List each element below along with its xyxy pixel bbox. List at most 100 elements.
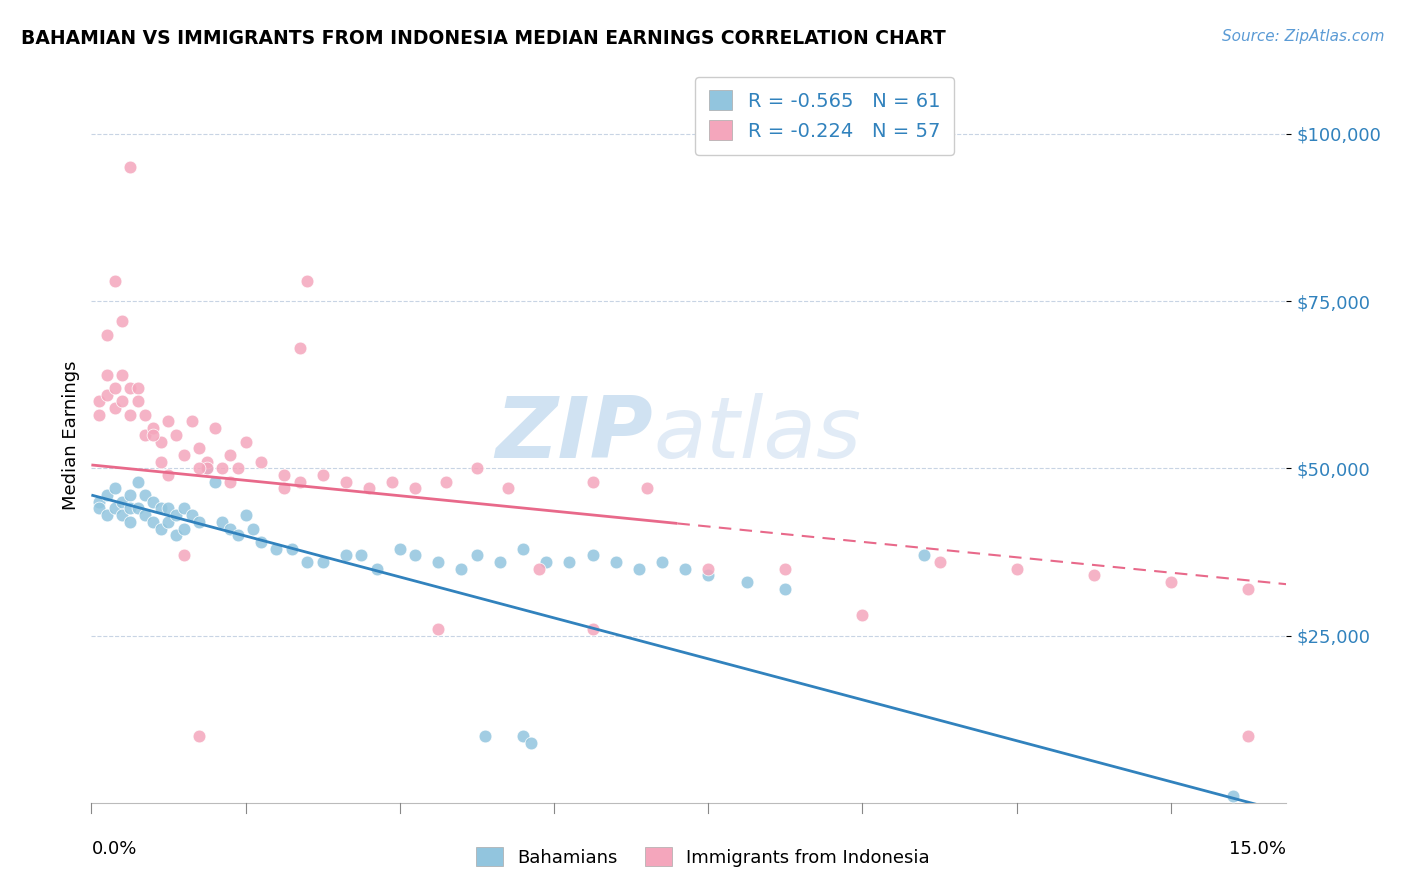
Point bbox=[288, 475, 311, 489]
Point bbox=[204, 475, 226, 489]
Point bbox=[912, 548, 935, 563]
Point bbox=[273, 467, 295, 482]
Point bbox=[312, 555, 335, 569]
Point bbox=[118, 488, 141, 502]
Point bbox=[465, 461, 488, 475]
Legend: R = -0.565   N = 61, R = -0.224   N = 57: R = -0.565 N = 61, R = -0.224 N = 57 bbox=[696, 77, 955, 154]
Point bbox=[103, 501, 125, 516]
Point bbox=[165, 528, 187, 542]
Point bbox=[235, 434, 257, 449]
Point bbox=[489, 555, 512, 569]
Point bbox=[118, 161, 141, 175]
Point bbox=[118, 408, 141, 422]
Point bbox=[127, 394, 149, 409]
Text: 15.0%: 15.0% bbox=[1229, 839, 1286, 857]
Point bbox=[96, 327, 118, 342]
Point bbox=[142, 494, 165, 508]
Point bbox=[103, 274, 125, 288]
Point bbox=[127, 381, 149, 395]
Point bbox=[465, 548, 488, 563]
Point bbox=[165, 508, 187, 523]
Text: atlas: atlas bbox=[652, 393, 860, 476]
Point bbox=[204, 421, 226, 435]
Point bbox=[180, 414, 202, 428]
Point bbox=[335, 548, 357, 563]
Point bbox=[149, 501, 172, 516]
Point bbox=[297, 555, 319, 569]
Point bbox=[235, 508, 257, 523]
Point bbox=[427, 622, 450, 636]
Point bbox=[735, 575, 758, 590]
Point bbox=[134, 427, 156, 442]
Point bbox=[335, 475, 357, 489]
Point bbox=[775, 562, 797, 576]
Point bbox=[173, 548, 195, 563]
Point bbox=[581, 622, 603, 636]
Point bbox=[103, 401, 125, 416]
Y-axis label: Median Earnings: Median Earnings bbox=[62, 360, 80, 509]
Point bbox=[87, 501, 110, 516]
Point bbox=[250, 454, 273, 469]
Point bbox=[195, 461, 218, 475]
Point bbox=[434, 475, 457, 489]
Point bbox=[1160, 575, 1182, 590]
Point bbox=[111, 368, 134, 382]
Point bbox=[450, 562, 472, 576]
Point bbox=[134, 408, 156, 422]
Point bbox=[381, 475, 404, 489]
Point bbox=[636, 482, 658, 496]
Text: Source: ZipAtlas.com: Source: ZipAtlas.com bbox=[1222, 29, 1385, 44]
Point bbox=[427, 555, 450, 569]
Point bbox=[134, 488, 156, 502]
Point bbox=[134, 508, 156, 523]
Point bbox=[527, 562, 550, 576]
Point bbox=[226, 461, 249, 475]
Point bbox=[312, 467, 335, 482]
Point bbox=[1237, 582, 1260, 596]
Point bbox=[157, 414, 180, 428]
Point bbox=[173, 448, 195, 462]
Point bbox=[111, 394, 134, 409]
Point bbox=[188, 729, 211, 743]
Point bbox=[512, 541, 534, 556]
Point bbox=[157, 467, 180, 482]
Point bbox=[87, 408, 110, 422]
Point bbox=[142, 421, 165, 435]
Point bbox=[404, 482, 426, 496]
Point bbox=[142, 427, 165, 442]
Point bbox=[697, 562, 720, 576]
Point bbox=[651, 555, 673, 569]
Point bbox=[103, 381, 125, 395]
Point bbox=[118, 515, 141, 529]
Point bbox=[350, 548, 373, 563]
Point bbox=[366, 562, 388, 576]
Point bbox=[673, 562, 696, 576]
Point bbox=[118, 501, 141, 516]
Point bbox=[173, 521, 195, 535]
Point bbox=[1237, 729, 1260, 743]
Point bbox=[558, 555, 581, 569]
Point bbox=[226, 528, 249, 542]
Point bbox=[219, 521, 242, 535]
Point bbox=[520, 735, 543, 749]
Point bbox=[149, 434, 172, 449]
Point bbox=[281, 541, 304, 556]
Point bbox=[775, 582, 797, 596]
Point bbox=[127, 475, 149, 489]
Point bbox=[219, 475, 242, 489]
Point bbox=[211, 461, 233, 475]
Point bbox=[1222, 789, 1244, 804]
Point bbox=[273, 482, 295, 496]
Point bbox=[219, 448, 242, 462]
Point bbox=[188, 515, 211, 529]
Point bbox=[87, 394, 110, 409]
Point bbox=[157, 501, 180, 516]
Point bbox=[149, 521, 172, 535]
Point bbox=[496, 482, 519, 496]
Legend: Bahamians, Immigrants from Indonesia: Bahamians, Immigrants from Indonesia bbox=[468, 840, 938, 874]
Point bbox=[357, 482, 380, 496]
Point bbox=[173, 501, 195, 516]
Point bbox=[297, 274, 319, 288]
Text: 0.0%: 0.0% bbox=[91, 839, 136, 857]
Point bbox=[87, 494, 110, 508]
